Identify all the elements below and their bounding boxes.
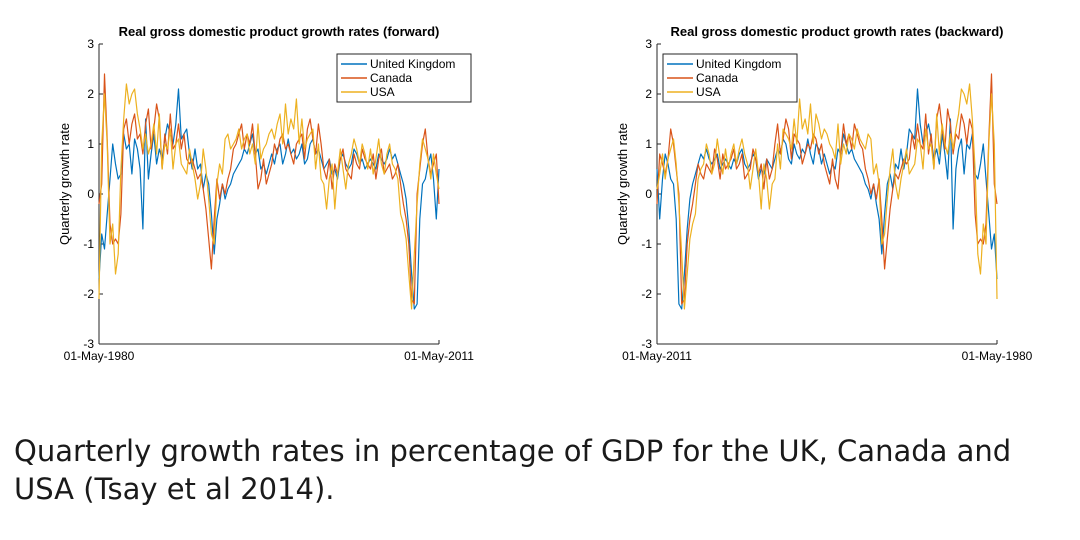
backward-series-canada	[656, 73, 998, 305]
chart-backward-svg: Real gross domestic product growth rates…	[615, 24, 1033, 363]
forward-y-tick-label: 0	[87, 187, 94, 201]
forward-y-tick-label: -3	[83, 337, 94, 351]
forward-x-tick-label: 01-May-2011	[404, 349, 474, 363]
forward-y-tick-label: 1	[87, 137, 94, 151]
backward-y-axis-label: Quarterly growth rate	[615, 123, 630, 245]
backward-x-tick-label: 01-May-2011	[622, 349, 692, 363]
backward-title: Real gross domestic product growth rates…	[670, 24, 1003, 39]
backward-x-tick-label: 01-May-1980	[962, 349, 1033, 363]
forward-y-tick-label: -1	[83, 237, 94, 251]
forward-series-canada	[98, 73, 440, 305]
forward-y-tick-label: -2	[83, 287, 94, 301]
backward-y-tick-label: 1	[645, 137, 652, 151]
backward-legend-label: USA	[696, 85, 721, 99]
backward-y-tick-label: -2	[641, 287, 652, 301]
backward-series-usa	[656, 83, 998, 310]
backward-legend-label: United Kingdom	[696, 57, 781, 71]
chart-forward: Real gross domestic product growth rates…	[14, 14, 534, 379]
forward-y-tick-label: 3	[87, 37, 94, 51]
backward-y-tick-label: -1	[641, 237, 652, 251]
chart-forward-svg: Real gross domestic product growth rates…	[57, 24, 474, 363]
figure-caption: Quarterly growth rates in percentage of …	[14, 434, 1012, 506]
forward-legend-label: USA	[370, 85, 395, 99]
forward-y-tick-label: 2	[87, 87, 94, 101]
backward-y-tick-label: 2	[645, 87, 652, 101]
forward-legend-label: Canada	[370, 71, 412, 85]
chart-backward: Real gross domestic product growth rates…	[572, 14, 1080, 379]
backward-legend-label: Canada	[696, 71, 738, 85]
forward-y-axis-label: Quarterly growth rate	[57, 123, 72, 245]
backward-series-united-kingdom	[656, 88, 998, 310]
forward-series-usa	[98, 83, 440, 310]
forward-legend-label: United Kingdom	[370, 57, 455, 71]
backward-y-tick-label: 3	[645, 37, 652, 51]
backward-y-tick-label: -3	[641, 337, 652, 351]
forward-x-tick-label: 01-May-1980	[64, 349, 135, 363]
forward-series-united-kingdom	[98, 88, 440, 310]
forward-title: Real gross domestic product growth rates…	[119, 24, 440, 39]
backward-y-tick-label: 0	[645, 187, 652, 201]
